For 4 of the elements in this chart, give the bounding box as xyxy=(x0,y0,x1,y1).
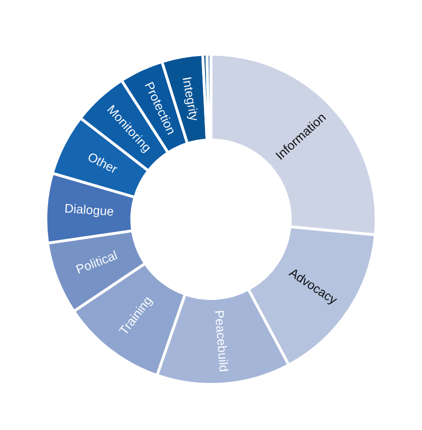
slice-label: Integrity xyxy=(180,77,200,122)
slice-label: Peacebuild xyxy=(214,310,229,372)
slice-label: Other xyxy=(87,152,119,174)
slice-label: Dialogue xyxy=(65,203,114,218)
